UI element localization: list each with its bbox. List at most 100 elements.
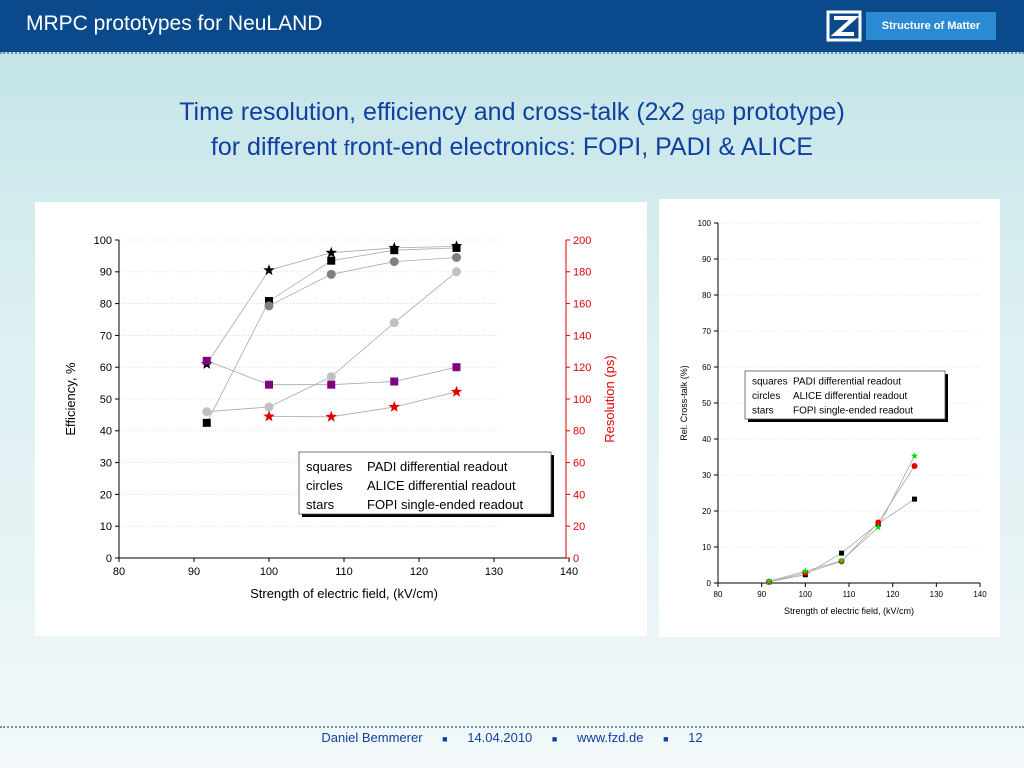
legend-description: FOPI single-ended readout — [367, 497, 523, 512]
footer: Daniel Bemmerer ■ 14.04.2010 ■ www.fzd.d… — [0, 730, 1024, 745]
x-tick-label: 130 — [930, 590, 944, 599]
y2-tick-label: 120 — [573, 362, 591, 374]
legend-description: ALICE differential readout — [793, 391, 908, 402]
title-part-small: gap — [691, 103, 726, 125]
footer-url[interactable]: www.fzd.de — [576, 730, 644, 745]
y-tick-label: 100 — [94, 235, 112, 247]
y-tick-label: 90 — [702, 255, 711, 264]
data-point-circle — [264, 402, 274, 412]
header-bar: MRPC prototypes for NeuLAND Structure of… — [0, 0, 1024, 52]
legend-box — [744, 370, 946, 420]
legend-description: PADI differential readout — [367, 459, 508, 474]
legend-marker-label: circles — [752, 391, 780, 402]
x-tick-label: 80 — [714, 590, 723, 599]
x-tick-label: 100 — [260, 566, 278, 578]
y-tick-label: 0 — [106, 553, 112, 565]
y-tick-label: 60 — [702, 363, 711, 372]
data-point-circle — [326, 269, 336, 279]
slide-title: Time resolution, efficiency and cross-ta… — [0, 96, 1024, 166]
data-point-circle — [452, 267, 461, 277]
x-tick-label: 120 — [886, 590, 900, 599]
y-tick-label: 50 — [702, 399, 711, 408]
data-point-square — [265, 297, 273, 306]
data-point-star — [910, 452, 919, 459]
y-tick-label: 80 — [100, 298, 112, 310]
title-part: for different — [210, 133, 344, 161]
y2-tick-label: 100 — [573, 394, 591, 406]
data-point-circle — [264, 301, 274, 311]
data-point-star — [325, 246, 337, 258]
data-point-star — [263, 410, 275, 422]
data-point-circle — [326, 372, 336, 382]
data-point-star — [450, 385, 463, 397]
x-tick-label: 100 — [799, 590, 813, 599]
x-axis-label: Strength of electric field, (kV/cm) — [784, 606, 914, 616]
data-point-star — [838, 556, 846, 564]
series-line — [268, 391, 457, 418]
data-point-square — [327, 380, 336, 389]
data-point-star — [325, 410, 337, 422]
footer-divider — [0, 726, 1024, 728]
footer-page-number: 12 — [688, 730, 703, 745]
title-part: prototype) — [725, 98, 845, 126]
legend-marker-label: stars — [306, 497, 335, 512]
data-point-circle — [911, 463, 918, 469]
logo-text: Structure of Matter — [866, 12, 996, 40]
legend-description: FOPI single-ended readout — [793, 406, 913, 417]
data-point-square — [202, 356, 211, 365]
y2-tick-label: 40 — [573, 489, 585, 501]
y2-tick-label: 140 — [573, 330, 591, 342]
y2-axis-label: Resolution (ps) — [602, 355, 617, 442]
y-tick-label: 10 — [100, 521, 112, 533]
crosstalk-chart: 80 90 100 110 120 130 140 0 10 20 30 40 50 60 70 80 90 10… — [679, 219, 987, 616]
x-tick-label: 140 — [973, 590, 987, 599]
y2-tick-label: 20 — [573, 521, 585, 533]
header-title: MRPC prototypes for NeuLAND — [26, 12, 323, 35]
x-tick-label: 140 — [560, 566, 578, 578]
y-tick-label: 70 — [702, 327, 711, 336]
data-point-square — [839, 550, 845, 556]
fzd-logo-icon — [826, 10, 862, 42]
x-tick-label: 90 — [188, 566, 200, 578]
data-point-square — [390, 377, 399, 386]
x-tick-label: 80 — [113, 566, 125, 578]
slide-title-line1: Time resolution, efficiency and cross-ta… — [0, 96, 1024, 131]
slide-title-line2: for different front-end electronics: FOP… — [0, 131, 1024, 166]
y-axis-label: Efficiency, % — [63, 362, 78, 436]
legend-marker-label: circles — [306, 478, 343, 493]
y-tick-label: 90 — [100, 267, 112, 279]
y-axis-label: Rel. Cross-talk (%) — [679, 365, 689, 441]
legend-marker-label: squares — [306, 459, 353, 474]
data-point-circle — [202, 407, 212, 417]
legend-marker-label: squares — [752, 377, 788, 388]
y-tick-label: 10 — [702, 543, 711, 552]
title-part: ront-end electronics: FOPI, PADI & ALICE — [349, 133, 814, 161]
y-tick-label: 30 — [702, 471, 711, 480]
efficiency-resolution-chart: 80 90 100 110 120 130 140010203040506070809010… — [63, 235, 617, 601]
y-tick-label: 100 — [698, 219, 712, 228]
efficiency-resolution-chart-panel: 80 90 100 110 120 130 140 0 10 20 30 40 50 60 70 80 90 10… — [35, 202, 647, 636]
data-point-square — [912, 496, 917, 502]
data-point-star — [765, 577, 773, 585]
y-tick-label: 50 — [100, 394, 112, 406]
x-axis-label: Strength of electric field, (kV/cm) — [250, 586, 438, 601]
data-point-square — [327, 256, 336, 265]
x-tick-label: 110 — [843, 590, 856, 599]
y-tick-label: 70 — [100, 330, 112, 342]
footer-separator: ■ — [663, 734, 669, 744]
title-part: Time resolution, efficiency and cross-ta… — [179, 98, 692, 126]
data-point-square — [452, 363, 461, 372]
data-point-star — [874, 523, 882, 531]
y-tick-label: 0 — [707, 579, 712, 588]
series-line — [206, 271, 457, 413]
data-point-star — [388, 401, 400, 412]
data-point-square — [202, 418, 211, 427]
series-line — [769, 465, 915, 583]
data-point-circle — [452, 252, 461, 262]
data-point-circle — [875, 519, 882, 526]
series-line — [268, 257, 457, 307]
legend-description: PADI differential readout — [793, 377, 901, 388]
y-tick-label: 40 — [100, 426, 112, 438]
y-tick-label: 30 — [100, 457, 112, 469]
y2-tick-label: 160 — [573, 298, 591, 310]
